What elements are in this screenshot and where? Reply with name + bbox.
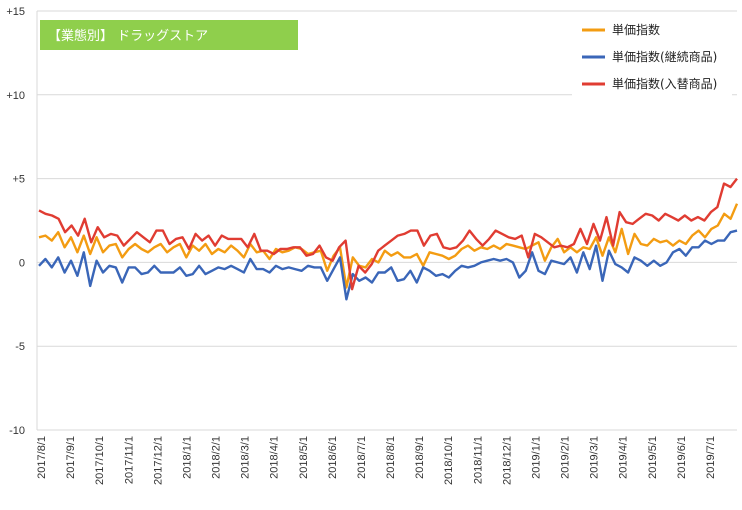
x-tick-label: 2017/9/1	[65, 436, 77, 479]
y-tick-label: 0	[19, 257, 25, 269]
x-tick-label: 2018/4/1	[269, 436, 281, 479]
x-tick-label: 2019/1/1	[530, 436, 542, 479]
series-lines	[38, 177, 739, 301]
x-tick-label: 2019/6/1	[676, 436, 688, 479]
x-tick-label: 2018/7/1	[356, 436, 368, 479]
x-tick-label: 2019/4/1	[618, 436, 630, 479]
x-tick-label: 2018/1/1	[181, 436, 193, 479]
y-tick-label: -10	[9, 425, 25, 437]
x-tick-label: 2018/10/1	[443, 436, 455, 485]
x-tick-label: 2019/3/1	[589, 436, 601, 479]
x-tick-label: 2018/6/1	[327, 436, 339, 479]
x-tick-label: 2018/11/1	[472, 436, 484, 484]
x-tick-label: 2018/5/1	[298, 436, 310, 479]
chart-title: 【業態別】 ドラッグストア	[48, 28, 208, 44]
x-tick-label: 2017/8/1	[36, 436, 48, 479]
x-tick-label: 2017/10/1	[94, 436, 106, 485]
legend-label: 単価指数	[612, 22, 660, 37]
x-tick-label: 2018/12/1	[501, 436, 513, 485]
series-line-2	[38, 177, 738, 291]
gridlines	[36, 10, 737, 431]
x-tick-label: 2018/2/1	[211, 436, 223, 479]
y-tick-label: +5	[12, 174, 25, 186]
y-tick-label: +15	[6, 6, 25, 18]
x-tick-label: 2018/9/1	[414, 436, 426, 479]
x-tick-label: 2019/2/1	[560, 436, 572, 479]
legend-label: 単価指数(継続商品)	[612, 49, 717, 64]
series-line-0	[38, 203, 739, 289]
x-tick-label: 2019/5/1	[647, 436, 659, 479]
y-tick-label: -5	[15, 341, 25, 353]
x-tick-label: 2019/7/1	[705, 436, 717, 479]
x-tick-label: 2018/3/1	[240, 436, 252, 479]
y-axis-ticks: -10 -5 0 +5 +10 +15	[6, 6, 25, 437]
x-tick-label: 2018/8/1	[385, 436, 397, 479]
y-tick-label: +10	[6, 90, 25, 102]
x-axis-ticks: 2017/8/1 2017/9/1 2017/10/1 2017/11/1 2017/1…	[36, 436, 717, 485]
series-line-1	[38, 229, 738, 301]
chart-title-box: 【業態別】 ドラッグストア	[40, 20, 298, 50]
x-tick-label: 2017/11/1	[123, 436, 135, 484]
legend-label: 単価指数(入替商品)	[612, 76, 717, 91]
x-tick-label: 2017/12/1	[152, 436, 164, 485]
